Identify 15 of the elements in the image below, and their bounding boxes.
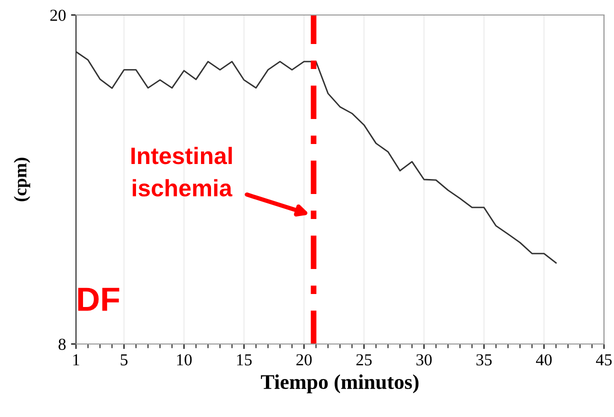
x-tick-label: 15 bbox=[237, 354, 252, 366]
x-tick-label: 35 bbox=[476, 354, 492, 366]
x-tick-label: 40 bbox=[536, 354, 552, 366]
x-tick-label: 45 bbox=[596, 354, 612, 366]
x-tick-label: 10 bbox=[177, 354, 192, 366]
x-tick-label: 1 bbox=[73, 354, 80, 366]
y-axis-title: (cpm) bbox=[14, 158, 30, 202]
annotation: Intestinal ischemia bbox=[131, 146, 232, 196]
y-tick-label: 8 bbox=[58, 338, 66, 350]
x-axis-title: Tiempo (minutos) bbox=[260, 374, 418, 394]
annotation: DF bbox=[78, 288, 120, 311]
x-tick-label: 5 bbox=[120, 354, 128, 366]
x-tick-label: 30 bbox=[416, 354, 432, 366]
x-tick-label: 20 bbox=[296, 354, 312, 366]
x-tick-label: 25 bbox=[356, 354, 372, 366]
